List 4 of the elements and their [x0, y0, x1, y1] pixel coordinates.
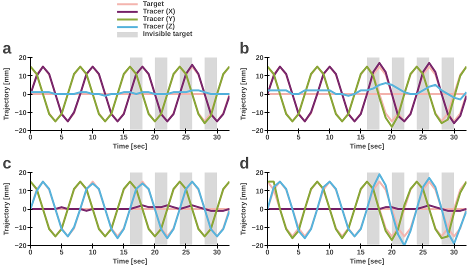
chart-title: c	[2, 156, 12, 172]
chart-title: b	[240, 40, 250, 58]
chart-title: a	[2, 40, 12, 58]
chart-title: d	[240, 156, 250, 172]
